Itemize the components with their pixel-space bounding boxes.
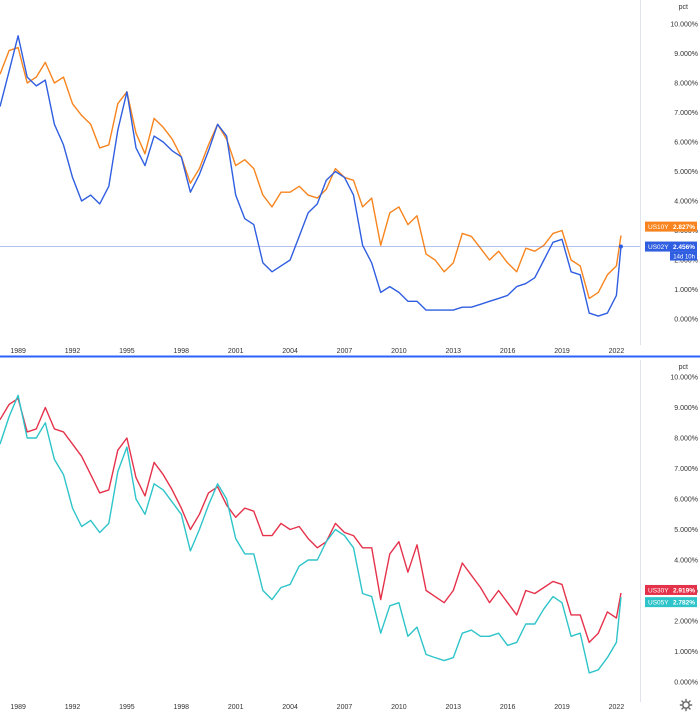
price-tag-us05y	[645, 597, 697, 608]
series-line-us30y	[0, 397, 622, 644]
x-tick-label: 2001	[228, 704, 244, 711]
y-tick-label: 8.000%	[674, 436, 698, 443]
y-tick-label: 8.000%	[674, 81, 698, 88]
x-tick-label: 2007	[337, 704, 353, 711]
x-tick-label: 1995	[119, 704, 135, 711]
price-tag-value: 2.456%	[673, 244, 695, 251]
x-tick-label: 2004	[282, 348, 298, 355]
x-tick-label: 1995	[119, 348, 135, 355]
price-tag-value: 2.919%	[673, 587, 695, 594]
price-tag-value: 2.782%	[673, 600, 695, 607]
x-tick-label: 2013	[445, 704, 461, 711]
y-tick-label: 6.000%	[674, 497, 698, 504]
price-tag-symbol: US10Y	[648, 224, 669, 231]
x-tick-label: 2007	[337, 348, 353, 355]
price-tag-symbol: US02Y	[648, 244, 669, 251]
x-tick-label: 2019	[554, 704, 570, 711]
countdown-tag	[670, 251, 697, 261]
settings-gear-icon[interactable]	[679, 698, 693, 712]
unit-label: pct	[679, 4, 688, 11]
price-tag-symbol: US05Y	[648, 600, 669, 607]
x-tick-label: 2001	[228, 348, 244, 355]
price-tag-us30y	[645, 584, 697, 595]
y-tick-label: 1.000%	[674, 649, 698, 656]
y-tick-label: 9.000%	[674, 51, 698, 58]
x-tick-label: 1989	[10, 348, 26, 355]
unit-label: pct	[679, 364, 688, 371]
x-tick-label: 2016	[500, 704, 516, 711]
y-tick-label: 10.000%	[670, 22, 698, 29]
y-tick-label: 10.000%	[670, 375, 698, 382]
x-tick-label: 2013	[445, 348, 461, 355]
x-tick-label: 2016	[500, 348, 516, 355]
price-tag-value: 2.827%	[673, 224, 695, 231]
y-tick-label: 0.000%	[674, 680, 698, 687]
bottom-panel[interactable]: pct 10.000% 9.000% 8.000% 7.000% 6.000% 5.000%…	[0, 360, 698, 711]
y-tick-label: 7.000%	[674, 466, 698, 473]
price-tag-symbol: US30Y	[648, 587, 669, 594]
y-tick-label: 9.000%	[674, 405, 698, 412]
top-panel[interactable]: pct 10.000% 9.000% 8.000% 7.000% 6.000% 5.000%…	[0, 0, 698, 355]
y-tick-label: 6.000%	[674, 140, 698, 147]
x-tick-label: 2004	[282, 704, 298, 711]
series-line-us05y	[0, 394, 622, 674]
y-tick-label: 4.000%	[674, 558, 698, 565]
series-line-us02y	[0, 35, 622, 317]
x-tick-label: 2022	[609, 704, 625, 711]
x-tick-label: 1998	[174, 348, 190, 355]
y-tick-label: 0.000%	[674, 317, 698, 324]
y-tick-label: 5.000%	[674, 169, 698, 176]
y-tick-label: 7.000%	[674, 110, 698, 117]
x-tick-label: 1992	[65, 704, 81, 711]
x-tick-label: 1998	[174, 704, 190, 711]
y-tick-label: 2.000%	[674, 619, 698, 626]
series-line-us10y	[0, 46, 622, 300]
price-tag-us02y	[645, 241, 697, 252]
x-tick-label: 1989	[10, 704, 26, 711]
x-tick-label: 2022	[609, 348, 625, 355]
x-tick-label: 2010	[391, 704, 407, 711]
countdown-text: 14d 10h	[673, 255, 695, 261]
x-tick-label: 2019	[554, 348, 570, 355]
y-tick-label: 2.000%	[674, 258, 698, 265]
y-tick-label: 4.000%	[674, 199, 698, 206]
last-price-dot	[618, 244, 623, 249]
y-tick-label: 1.000%	[674, 287, 698, 294]
x-tick-label: 2010	[391, 348, 407, 355]
y-tick-label: 5.000%	[674, 527, 698, 534]
x-tick-label: 1992	[65, 348, 81, 355]
price-tag-us10y	[645, 221, 697, 232]
